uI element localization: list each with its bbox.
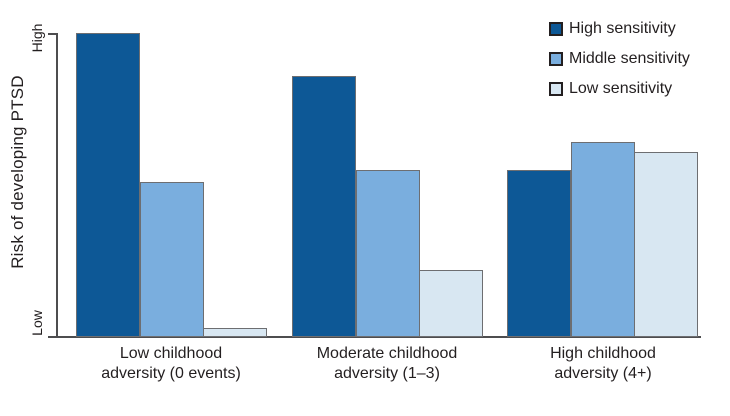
bar-middle-sensitivity-group2 (571, 142, 635, 337)
x-category-line2: adversity (4+) (554, 365, 652, 382)
legend-swatch-icon (549, 52, 563, 66)
legend-item-high-sensitivity: High sensitivity (549, 20, 690, 37)
y-axis-tick-high (48, 33, 57, 35)
legend-label: Low sensitivity (569, 80, 673, 97)
x-category-label: Moderate childhood adversity (1–3) (277, 344, 497, 384)
bar-middle-sensitivity-group1 (356, 170, 420, 337)
x-category-line1: Moderate childhood (316, 345, 458, 362)
x-category-label: High childhood adversity (4+) (493, 344, 713, 384)
legend: High sensitivity Middle sensitivity Low … (549, 20, 690, 111)
legend-swatch-icon (549, 82, 563, 96)
x-category-line1: High childhood (550, 345, 656, 362)
legend-swatch-icon (549, 22, 563, 36)
x-category-label: Low childhood adversity (0 events) (61, 344, 281, 384)
x-category-line2: adversity (0 events) (101, 365, 241, 382)
legend-item-middle-sensitivity: Middle sensitivity (549, 50, 690, 67)
x-category-line2: adversity (1–3) (334, 365, 440, 382)
bar-high-sensitivity-group0 (76, 33, 140, 337)
y-axis-title: Risk of developing PTSD (8, 75, 27, 269)
legend-label: Middle sensitivity (569, 50, 690, 67)
y-tick-label-high: High (29, 23, 45, 53)
legend-item-low-sensitivity: Low sensitivity (549, 80, 690, 97)
bar-high-sensitivity-group1 (292, 76, 356, 337)
x-category-line1: Low childhood (119, 345, 223, 362)
bar-low-sensitivity-group2 (634, 152, 698, 337)
legend-label: High sensitivity (569, 20, 676, 37)
y-axis-line (56, 33, 58, 337)
bar-low-sensitivity-group0 (203, 328, 267, 337)
y-tick-label-low: Low (29, 310, 45, 336)
bar-middle-sensitivity-group0 (140, 182, 204, 337)
bar-high-sensitivity-group2 (507, 170, 571, 337)
bar-low-sensitivity-group1 (419, 270, 483, 337)
x-axis-line (48, 336, 701, 338)
